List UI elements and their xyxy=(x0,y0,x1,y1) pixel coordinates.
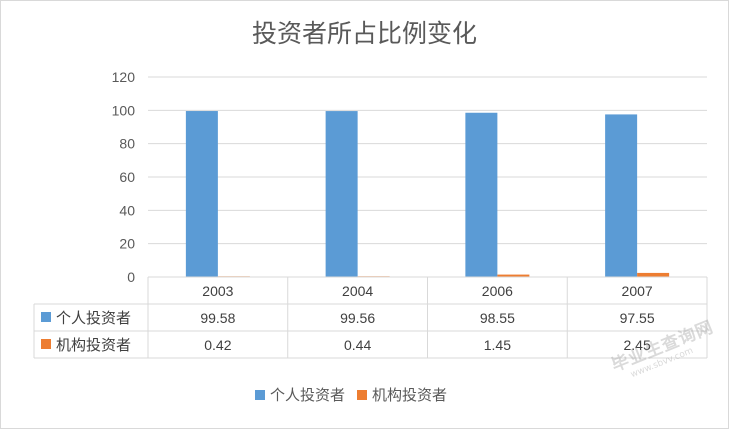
data-label: 1.45 xyxy=(484,337,511,353)
data-label: 0.42 xyxy=(204,337,231,353)
legend-key xyxy=(255,390,265,400)
x-category-label: 2007 xyxy=(622,283,653,299)
bar xyxy=(637,272,670,277)
y-tick-label: 80 xyxy=(119,136,135,152)
bar xyxy=(185,111,218,278)
table-series-label: 个人投资者 xyxy=(56,309,131,327)
data-label: 99.58 xyxy=(200,310,235,326)
table-legend-key xyxy=(41,312,51,322)
y-tick-label: 120 xyxy=(112,69,136,85)
legend-label: 机构投资者 xyxy=(372,386,447,404)
y-tick-label: 20 xyxy=(119,236,135,252)
x-category-label: 2006 xyxy=(482,283,513,299)
bar xyxy=(497,274,530,277)
table-series-label: 机构投资者 xyxy=(56,336,131,354)
y-tick-label: 40 xyxy=(119,202,135,218)
data-label: 0.44 xyxy=(344,337,371,353)
bar xyxy=(605,114,638,278)
chart-title: 投资者所占比例变化 xyxy=(251,19,477,48)
bar xyxy=(325,111,358,277)
data-label: 2.45 xyxy=(624,337,651,353)
y-tick-label: 0 xyxy=(127,269,135,285)
y-tick-label: 60 xyxy=(119,169,135,185)
legend-key xyxy=(357,390,367,400)
legend-label: 个人投资者 xyxy=(270,386,345,404)
data-label: 97.55 xyxy=(620,310,655,326)
data-label: 98.55 xyxy=(480,310,515,326)
y-tick-label: 100 xyxy=(112,102,136,118)
data-label: 99.56 xyxy=(340,310,375,326)
x-category-label: 2003 xyxy=(202,283,233,299)
bar xyxy=(465,112,498,277)
x-category-label: 2004 xyxy=(342,283,373,299)
table-legend-key xyxy=(41,339,51,349)
